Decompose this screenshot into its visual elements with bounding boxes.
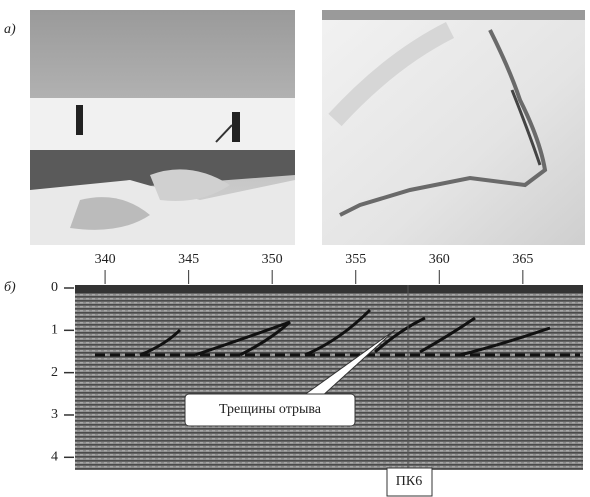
y-tick-label: 3 — [51, 407, 58, 422]
x-tick-label: 350 — [262, 252, 283, 267]
callout-box — [184, 393, 356, 427]
annotation: Трещины отрыва — [219, 402, 322, 417]
y-tick-label: 4 — [51, 450, 58, 465]
x-tick-label: 355 — [345, 252, 366, 267]
y-tick-label: 0 — [51, 280, 58, 295]
y-tick-label: 2 — [51, 365, 58, 380]
radargram: Трещины отрыва ПК6 — [75, 285, 583, 497]
x-tick-label: 365 — [512, 252, 533, 267]
y-tick-label: 1 — [51, 323, 58, 338]
panel-label: а) — [4, 22, 16, 37]
x-tick-label: 345 — [178, 252, 199, 267]
x-tick-label: 340 — [95, 252, 116, 267]
panel-label: б) — [4, 280, 16, 295]
photo-left — [30, 10, 295, 245]
photo-right — [322, 10, 585, 245]
marker-label: ПК6 — [396, 474, 422, 489]
marker-box — [386, 467, 433, 497]
radargram-image — [75, 285, 583, 293]
x-tick-label: 360 — [429, 252, 450, 267]
cracks — [139, 308, 551, 357]
